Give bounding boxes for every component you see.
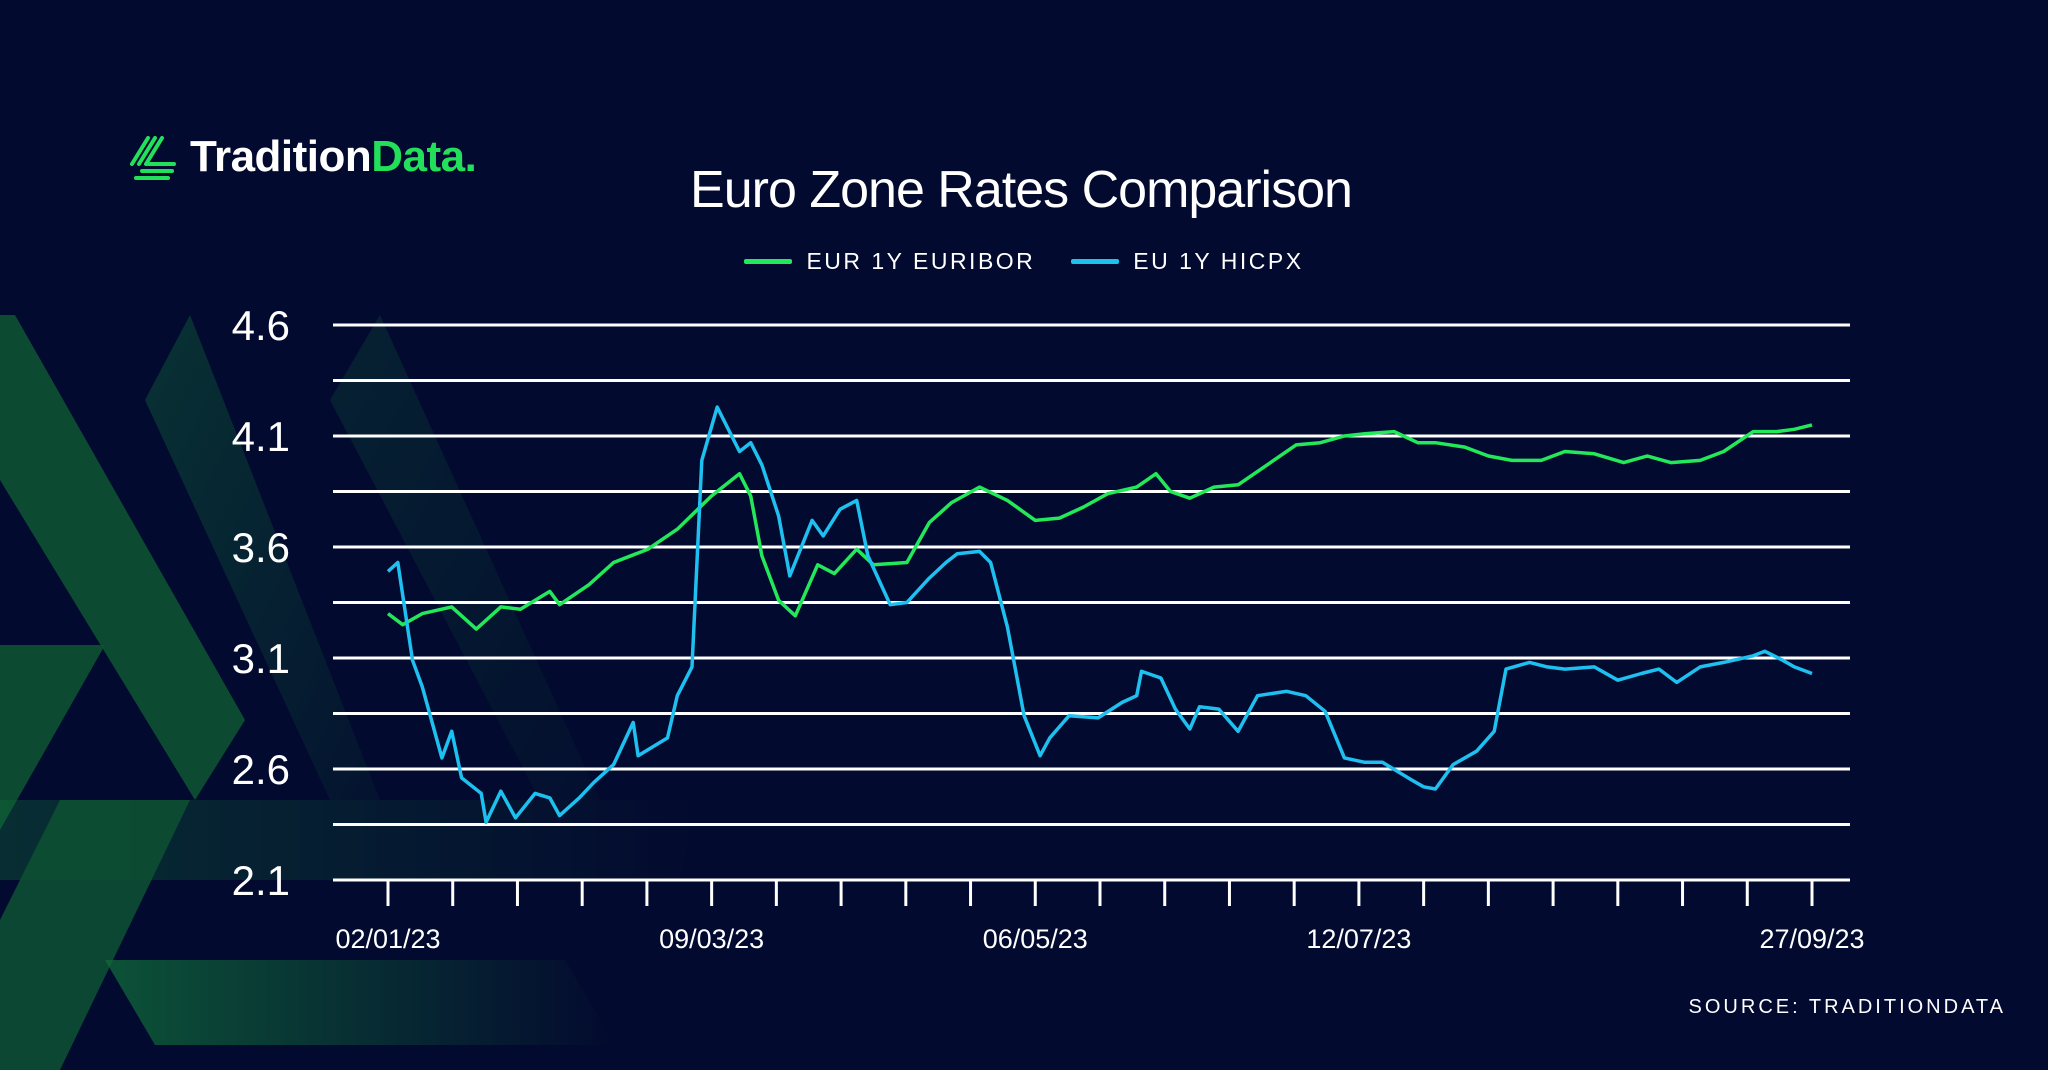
chevron-shape — [0, 315, 245, 800]
y-tick-label: 3.6 — [232, 524, 290, 571]
series-line-hicpx — [386, 405, 1813, 825]
chart-legend: EUR 1Y EURIBOR EU 1Y HICPX — [0, 248, 2048, 275]
y-tick-label: 4.1 — [232, 413, 290, 460]
legend-swatch-hicpx — [1071, 259, 1120, 264]
logo-accent-text: Data. — [371, 132, 477, 181]
legend-label-hicpx: EU 1Y HICPX — [1133, 248, 1304, 274]
source-note: SOURCE: TRADITIONDATA — [1688, 996, 2006, 1018]
legend-label-euribor: EUR 1Y EURIBOR — [806, 248, 1036, 274]
y-tick-label: 4.6 — [232, 302, 290, 349]
x-tick-label: 09/03/23 — [659, 924, 764, 954]
series-line-euribor — [386, 423, 1813, 631]
chevron-shape — [105, 960, 615, 1045]
chevron-shape — [0, 800, 190, 1070]
legend-item-hicpx: EU 1Y HICPX — [1071, 248, 1303, 275]
x-tick-label: 12/07/23 — [1306, 924, 1411, 954]
chart-title: Euro Zone Rates Comparison — [690, 161, 1353, 219]
x-tick-label: 27/09/23 — [1759, 924, 1864, 954]
x-tick-label: 06/05/23 — [983, 924, 1088, 954]
logo-wordmark: TraditionData. — [190, 132, 477, 182]
logo-mark-icon — [130, 136, 176, 180]
x-tick-label: 02/01/23 — [335, 924, 440, 954]
y-tick-label: 3.1 — [232, 635, 290, 682]
chevron-shape — [0, 645, 105, 830]
y-tick-label: 2.6 — [232, 746, 290, 793]
brand-logo: TraditionData. — [128, 132, 477, 182]
legend-item-euribor: EUR 1Y EURIBOR — [744, 248, 1035, 275]
legend-swatch-euribor — [744, 259, 793, 264]
chevron-shape — [145, 315, 380, 800]
logo-primary-text: Tradition — [190, 132, 372, 181]
y-tick-label: 2.1 — [232, 857, 290, 904]
